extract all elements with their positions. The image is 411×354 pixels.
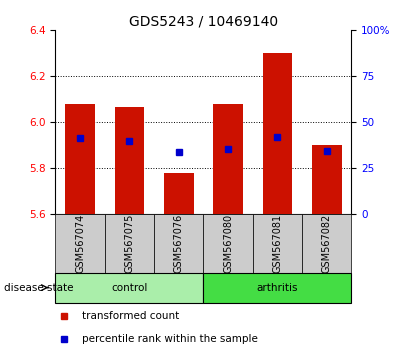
Text: GSM567080: GSM567080 xyxy=(223,214,233,273)
Bar xyxy=(55,214,105,273)
Title: GDS5243 / 10469140: GDS5243 / 10469140 xyxy=(129,15,278,29)
Bar xyxy=(263,53,292,214)
Bar xyxy=(164,173,194,214)
Text: GSM567075: GSM567075 xyxy=(125,214,134,273)
Bar xyxy=(213,104,243,214)
Bar xyxy=(105,214,154,273)
Bar xyxy=(203,273,351,303)
Text: disease state: disease state xyxy=(4,282,74,293)
Bar xyxy=(115,107,144,214)
Bar xyxy=(55,273,203,303)
Bar xyxy=(154,214,203,273)
Text: GSM567076: GSM567076 xyxy=(174,214,184,273)
Bar xyxy=(65,104,95,214)
Text: transformed count: transformed count xyxy=(82,310,179,321)
Text: GSM567074: GSM567074 xyxy=(75,214,85,273)
Text: GSM567082: GSM567082 xyxy=(322,214,332,273)
Bar xyxy=(253,214,302,273)
Text: percentile rank within the sample: percentile rank within the sample xyxy=(82,333,258,344)
Text: arthritis: arthritis xyxy=(257,282,298,293)
Bar xyxy=(302,214,351,273)
Bar xyxy=(203,214,253,273)
Text: GSM567081: GSM567081 xyxy=(272,214,282,273)
Text: control: control xyxy=(111,282,148,293)
Bar xyxy=(312,145,342,214)
